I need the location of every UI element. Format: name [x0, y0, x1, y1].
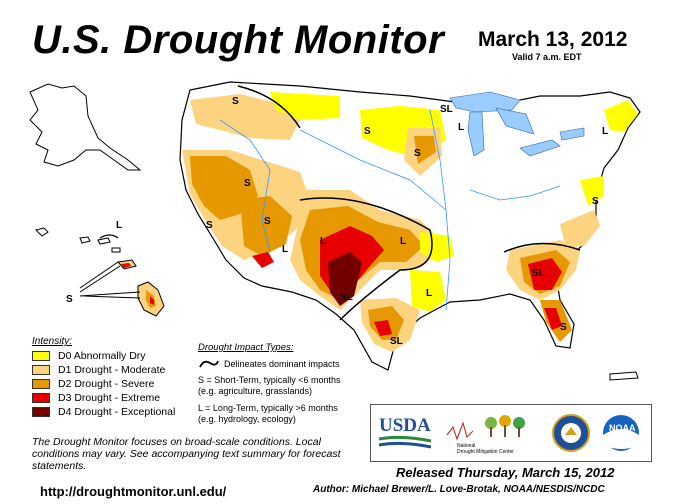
usda-logo: USDA	[378, 415, 432, 449]
swatch-d0	[32, 351, 50, 361]
label-sl-wisconsin: SL	[440, 104, 453, 115]
legend-label: D1 Drought - Moderate	[58, 364, 166, 376]
long-term-example: (e.g. hydrology, ecology)	[198, 414, 296, 424]
page-title: U.S. Drought Monitor	[32, 18, 445, 62]
swatch-d3	[32, 393, 50, 403]
author-credit: Author: Michael Brewer/L. Love-Brotak, N…	[313, 484, 605, 495]
label-l-hawaii: L	[116, 220, 122, 231]
legend-label: D3 Drought - Extreme	[58, 392, 161, 404]
puerto-rico	[609, 371, 639, 381]
label-l-michigan: L	[458, 122, 464, 133]
label-l-new-mexico: L	[320, 236, 326, 247]
short-term-text: S = Short-Term, typically <6 months	[198, 375, 341, 385]
label-s-nevada: S	[244, 178, 251, 189]
noaa-text: NOAA	[609, 423, 636, 433]
label-l-louisiana: L	[426, 288, 432, 299]
noaa-logo: NOAA	[603, 415, 639, 451]
label-sl-georgia: SL	[532, 268, 545, 279]
map-labels: S S S SL L L S S L S L SL L L SL SL S S …	[66, 96, 608, 347]
legend-item-d0: D0 Abnormally Dry	[32, 349, 207, 363]
label-s-montana: S	[232, 96, 239, 107]
legend-label: D2 Drought - Severe	[58, 378, 155, 390]
label-l-arizona: L	[282, 244, 288, 255]
label-s-dakota: S	[364, 126, 371, 137]
impact-delineates: Delineates dominant impacts	[224, 359, 340, 369]
label-s-virginia: S	[592, 196, 599, 207]
map-date: March 13, 2012	[478, 28, 628, 51]
impact-legend: Drought Impact Types: Delineates dominan…	[198, 342, 368, 431]
legend-label: D0 Abnormally Dry	[58, 350, 146, 362]
impact-long-term: L = Long-Term, typically >6 months (e.g.…	[198, 403, 368, 425]
alaska-region	[29, 83, 142, 171]
label-l-new-england: L	[602, 126, 608, 137]
intensity-header: Intensity:	[32, 336, 73, 347]
doc-seal	[552, 414, 590, 452]
long-term-text: L = Long-Term, typically >6 months	[198, 403, 338, 413]
ndmc-logo: National Drought Mitigation Center	[446, 415, 525, 455]
legend-label: D4 Drought - Exceptional	[58, 406, 176, 418]
legend-item-d1: D1 Drought - Moderate	[32, 363, 207, 377]
agency-logos: USDA National Drought Mitigation Center …	[370, 404, 652, 462]
ndmc-line2: Drought Mitigation Center	[457, 449, 514, 455]
label-s-florida: S	[560, 322, 567, 333]
legend-item-d4: D4 Drought - Exceptional	[32, 405, 207, 419]
impact-header: Drought Impact Types:	[198, 342, 294, 353]
label-s-utah: S	[264, 216, 271, 227]
label-sl-texas: SL	[340, 292, 353, 303]
label-l-oklahoma: L	[400, 236, 406, 247]
label-s-hawaii: S	[66, 294, 73, 305]
impact-line-icon	[199, 360, 219, 368]
impact-short-term: S = Short-Term, typically <6 months (e.g…	[198, 375, 368, 397]
label-sl-south-texas: SL	[390, 336, 403, 347]
swatch-d4	[32, 407, 50, 417]
release-date: Released Thursday, March 15, 2012	[396, 465, 615, 480]
swatch-d2	[32, 379, 50, 389]
disclaimer-text: The Drought Monitor focuses on broad-sca…	[32, 436, 341, 472]
short-term-example: (e.g. agriculture, grasslands)	[198, 386, 313, 396]
legend-item-d2: D2 Drought - Severe	[32, 377, 207, 391]
conus	[179, 81, 641, 371]
impact-delineates-row: Delineates dominant impacts	[198, 359, 368, 369]
website-link[interactable]: http://droughtmonitor.unl.edu/	[40, 484, 227, 499]
intensity-legend: Intensity: D0 Abnormally Dry D1 Drought …	[32, 336, 207, 419]
legend-item-d3: D3 Drought - Extreme	[32, 391, 207, 405]
swatch-d1	[32, 365, 50, 375]
label-s-california: S	[206, 220, 213, 231]
logos-strip: USDA National Drought Mitigation Center …	[378, 414, 639, 455]
usda-text: USDA	[379, 415, 431, 436]
valid-time: Valid 7 a.m. EDT	[512, 52, 582, 62]
ndmc-line1: National	[457, 443, 475, 449]
label-s-minnesota: S	[414, 148, 421, 159]
hawaii-region	[35, 227, 165, 317]
